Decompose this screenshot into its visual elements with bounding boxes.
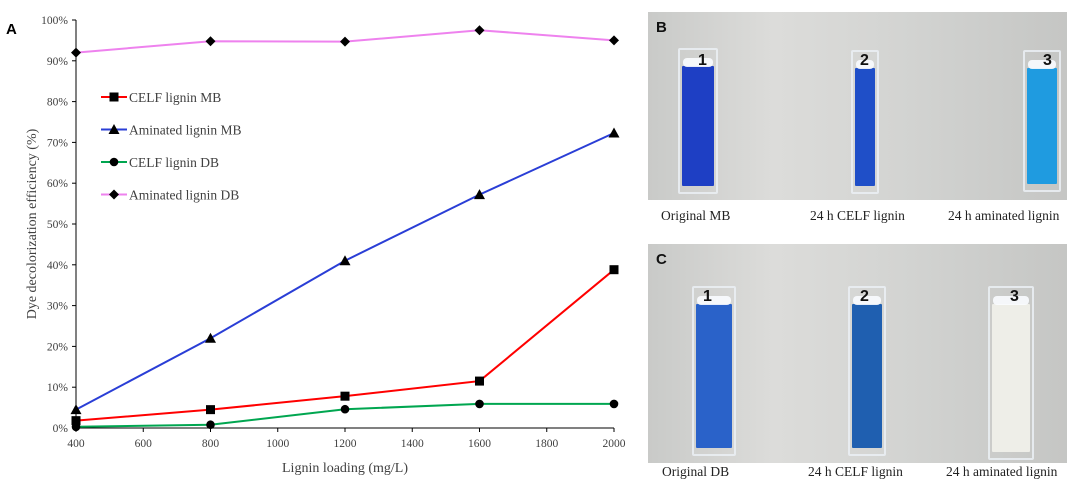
cuvette-2 bbox=[851, 50, 879, 194]
x-tick-label: 1600 bbox=[468, 438, 491, 450]
tube-number-label: 1 bbox=[703, 288, 712, 305]
y-tick-label: 40% bbox=[47, 260, 69, 272]
data-point bbox=[339, 255, 351, 266]
data-point bbox=[609, 265, 619, 275]
cuvette-liquid bbox=[852, 304, 882, 448]
data-point bbox=[206, 405, 215, 415]
panel-label-a: A bbox=[6, 21, 17, 38]
tube-number-label: 3 bbox=[1010, 288, 1019, 305]
x-tick-label: 1200 bbox=[334, 438, 357, 450]
y-tick-label: 90% bbox=[47, 56, 69, 68]
y-tick-label: 50% bbox=[47, 219, 69, 231]
legend-item: CELF lignin MB bbox=[101, 90, 221, 105]
data-point bbox=[70, 404, 82, 415]
line-chart: A 0% 10% 20% 30% 40% 50% 60% 70% 80% 90% 100% 400 60… bbox=[6, 15, 626, 476]
data-point bbox=[474, 25, 485, 36]
chart-series bbox=[70, 25, 620, 432]
caption-celf-lignin-mb: 24 h CELF lignin bbox=[810, 208, 905, 223]
tube-number-label: 2 bbox=[860, 288, 869, 305]
cuvette-foam bbox=[856, 60, 874, 69]
data-point bbox=[475, 376, 484, 386]
data-point bbox=[609, 399, 619, 409]
legend-label: CELF lignin MB bbox=[129, 90, 221, 105]
x-tick-label: 600 bbox=[135, 438, 153, 450]
x-axis-title: Lignin loading (mg/L) bbox=[282, 461, 408, 476]
legend-marker bbox=[109, 157, 119, 167]
y-tick-label: 100% bbox=[41, 15, 68, 27]
data-point bbox=[340, 391, 350, 401]
caption-original-mb: Original MB bbox=[661, 208, 731, 223]
legend-item: Aminated lignin DB bbox=[101, 188, 239, 203]
legend-label: Aminated lignin DB bbox=[129, 188, 239, 203]
y-tick-label: 10% bbox=[47, 382, 69, 394]
x-tick-label: 400 bbox=[67, 438, 85, 450]
x-tick-label: 1400 bbox=[401, 438, 424, 450]
cuvette-3 bbox=[988, 286, 1034, 460]
caption-aminated-lignin-db: 24 h aminated lignin bbox=[946, 464, 1058, 479]
legend-label: Aminated lignin MB bbox=[129, 123, 242, 138]
cuvette-foam bbox=[683, 58, 713, 67]
cuvette-1 bbox=[692, 286, 736, 456]
data-point bbox=[608, 127, 620, 138]
legend-label: CELF lignin DB bbox=[129, 155, 219, 170]
y-tick-label: 0% bbox=[53, 423, 69, 435]
panel-label-c: C bbox=[656, 251, 667, 268]
panel-label-b: B bbox=[656, 19, 667, 36]
cuvette-liquid bbox=[1027, 68, 1057, 184]
cuvette-liquid bbox=[696, 304, 732, 448]
chart-legend: CELF lignin MB Aminated lignin MB CELF lig… bbox=[101, 90, 242, 203]
y-tick-label: 30% bbox=[47, 301, 69, 313]
legend-marker bbox=[108, 124, 120, 134]
series-celf-lignin-db bbox=[71, 399, 619, 432]
legend-marker bbox=[109, 189, 119, 200]
series-celf-lignin-mb bbox=[71, 265, 619, 426]
caption-original-db: Original DB bbox=[662, 464, 730, 479]
cuvette-foam bbox=[853, 296, 881, 305]
y-tick-label: 70% bbox=[47, 137, 69, 149]
cuvette-liquid bbox=[682, 66, 714, 186]
legend-item: Aminated lignin MB bbox=[101, 123, 242, 138]
series-line bbox=[75, 132, 615, 411]
data-point bbox=[71, 422, 81, 432]
tube-number-label: 2 bbox=[860, 52, 869, 69]
data-point bbox=[340, 36, 350, 47]
legend-marker bbox=[109, 92, 119, 102]
y-tick-label: 80% bbox=[47, 97, 69, 109]
chart-axes: 0% 10% 20% 30% 40% 50% 60% 70% 80% 90% 100% 400 600 8… bbox=[41, 15, 626, 450]
y-tick-label: 60% bbox=[47, 178, 69, 190]
series-aminated-lignin-mb bbox=[70, 127, 620, 415]
cuvette-liquid bbox=[992, 304, 1030, 452]
x-tick-label: 1000 bbox=[266, 438, 289, 450]
data-point bbox=[205, 332, 216, 343]
cuvette-foam bbox=[697, 296, 731, 305]
y-tick-label: 20% bbox=[47, 341, 69, 353]
x-tick-label: 1800 bbox=[535, 438, 558, 450]
cuvette-foam bbox=[1028, 60, 1056, 69]
x-tick-label: 800 bbox=[202, 438, 220, 450]
data-point bbox=[340, 404, 350, 414]
cuvette-1 bbox=[678, 48, 718, 194]
data-point bbox=[474, 189, 485, 200]
x-tick-label: 2000 bbox=[603, 438, 626, 450]
line-chart-panel: A 0% 10% 20% 30% 40% 50% 60% 70% 80% 90% 100% 400 60… bbox=[6, 15, 626, 476]
cuvette-3 bbox=[1023, 50, 1061, 192]
cuvette-foam bbox=[993, 296, 1029, 305]
data-point bbox=[205, 36, 216, 47]
data-point bbox=[475, 399, 484, 409]
data-point bbox=[71, 47, 81, 58]
photo-panel-c: C 1 2 3 bbox=[648, 244, 1067, 463]
caption-celf-lignin-db: 24 h CELF lignin bbox=[808, 464, 903, 479]
y-axis-title: Dye decolorization efficiency (%) bbox=[25, 128, 40, 319]
tube-number-label: 3 bbox=[1043, 52, 1052, 69]
legend-item: CELF lignin DB bbox=[101, 155, 219, 170]
data-point bbox=[206, 420, 215, 430]
photo-panel-b: B 1 2 3 bbox=[648, 12, 1067, 200]
cuvette-liquid bbox=[855, 68, 875, 186]
tube-number-label: 1 bbox=[698, 52, 707, 69]
data-point bbox=[71, 416, 81, 426]
caption-aminated-lignin-mb: 24 h aminated lignin bbox=[948, 208, 1060, 223]
data-point bbox=[609, 35, 619, 46]
series-aminated-lignin-db bbox=[71, 25, 619, 58]
cuvette-2 bbox=[848, 286, 886, 456]
